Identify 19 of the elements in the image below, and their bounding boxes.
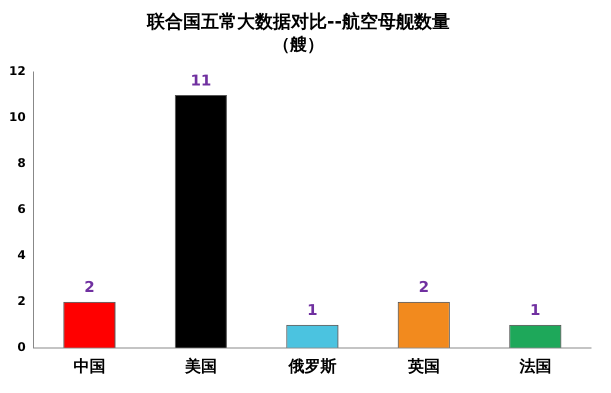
data-label: 2: [418, 278, 430, 296]
y-tick-label: 2: [17, 294, 26, 308]
data-label: 2: [84, 278, 95, 296]
y-tick-label: 10: [8, 110, 26, 124]
x-tick-label: 英国: [406, 356, 440, 376]
y-tick-label: 8: [17, 156, 26, 170]
data-label: 1: [530, 301, 540, 320]
x-tick-label: 法国: [518, 356, 552, 376]
data-label: 11: [190, 71, 212, 90]
y-tick-label: 4: [17, 248, 26, 262]
chart-subtitle: （艘）: [273, 35, 324, 56]
x-tick-label: 俄罗斯: [287, 356, 336, 376]
y-tick-label: 0: [17, 340, 26, 354]
y-tick-label: 6: [17, 202, 26, 216]
y-tick-label: 12: [8, 64, 26, 78]
data-label: 1: [307, 301, 318, 320]
chart-title: 联合国五常大数据对比--航空母舰数量: [146, 11, 450, 32]
x-tick-label: 中国: [73, 356, 106, 376]
x-tick-label: 美国: [184, 356, 217, 376]
